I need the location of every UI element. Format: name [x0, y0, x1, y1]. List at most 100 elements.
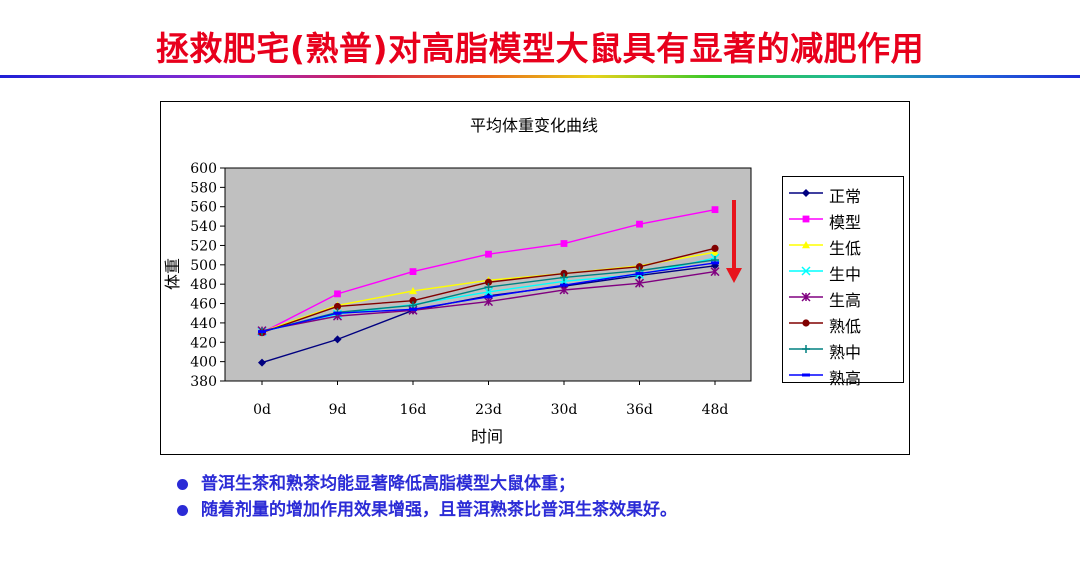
data-point [258, 330, 266, 334]
data-point [483, 287, 494, 297]
series-1 [258, 206, 719, 336]
chart-frame: 平均体重变化曲线 时间 体重 380 400 420 440 460 480 500 520 5… [160, 101, 910, 455]
data-point [559, 285, 569, 295]
bullet-list: 普洱生茶和熟茶均能显著降低高脂模型大鼠体重； 随着剂量的增加作用效果增强，且普洱… [175, 471, 677, 523]
legend-swatch-icon [789, 189, 823, 197]
legend-swatch-icon [789, 319, 823, 327]
y-tick-label: 460 [190, 297, 217, 313]
data-point [485, 250, 492, 258]
legend-label: 生高 [829, 291, 862, 310]
data-point [711, 244, 719, 252]
legend-label: 生低 [829, 239, 862, 258]
legend-swatch-icon [789, 266, 823, 276]
data-point [409, 286, 417, 295]
data-point [334, 290, 341, 298]
data-point [711, 261, 719, 265]
data-point [802, 215, 810, 223]
legend-label: 熟中 [829, 343, 862, 362]
x-tick-label: 48d [702, 402, 729, 418]
legend-item: 生低 [783, 232, 903, 258]
data-point [409, 297, 417, 305]
legend-swatch-icon [789, 241, 823, 249]
bullet-text: 随着剂量的增加作用效果增强，且普洱熟茶比普洱生茶效果好。 [201, 500, 677, 520]
legend-item: 熟中 [783, 336, 903, 362]
data-point [560, 273, 568, 282]
trend-arrow [726, 200, 742, 283]
series-7 [258, 261, 719, 334]
data-point [802, 189, 810, 197]
y-tick-label: 420 [190, 335, 217, 351]
data-point [801, 266, 811, 276]
bullet-dot-icon [177, 505, 188, 516]
data-point [560, 283, 568, 287]
legend-label: 生中 [829, 265, 862, 284]
data-point [333, 335, 342, 344]
y-tick-label: 600 [190, 161, 217, 177]
legend-item: 生高 [783, 284, 903, 310]
data-point [635, 272, 644, 276]
y-tick-label: 560 [190, 200, 217, 216]
legend-label: 熟高 [829, 369, 862, 388]
data-point [802, 319, 810, 327]
y-axis-label: 体重 [163, 258, 182, 290]
y-tick-label: 440 [190, 316, 217, 332]
data-point [333, 302, 342, 311]
series-layer [257, 206, 720, 367]
y-tick-label: 520 [190, 238, 217, 254]
y-tick-label: 380 [190, 374, 217, 390]
legend-item: 模型 [783, 206, 903, 232]
data-point [258, 358, 266, 367]
y-tick-label: 580 [190, 180, 217, 196]
x-tick-label: 23d [475, 402, 502, 418]
data-point [409, 307, 417, 311]
data-point [484, 283, 493, 292]
y-tick-label: 500 [190, 258, 217, 274]
plot-area [224, 167, 752, 382]
data-point [802, 373, 810, 377]
chart-title: 平均体重变化曲线 [470, 116, 598, 135]
data-point [484, 295, 493, 299]
legend-item: 熟低 [783, 310, 903, 336]
data-point [333, 311, 342, 315]
data-point [636, 220, 643, 228]
data-point [483, 297, 494, 307]
x-axis-ticks: 0d 9d 16d 23d 30d 36d 48d [253, 381, 728, 418]
legend-item: 正常 [783, 180, 903, 206]
y-tick-label: 400 [190, 355, 217, 371]
data-point [560, 240, 568, 247]
bullet-item: 普洱生茶和熟茶均能显著降低高脂模型大鼠体重； [175, 471, 677, 497]
line-chart: 平均体重变化曲线 时间 体重 380 400 420 440 460 480 500 520 5… [163, 116, 752, 446]
legend-label: 正常 [829, 187, 862, 206]
data-point [634, 278, 645, 288]
legend-swatch-icon [789, 345, 823, 353]
x-axis-label: 时间 [471, 427, 503, 446]
chart-legend: 正常模型生低生中生高熟低熟中熟高 [782, 176, 904, 388]
x-tick-label: 9d [329, 402, 347, 418]
x-tick-label: 0d [253, 402, 271, 418]
data-point [409, 268, 417, 275]
bullet-dot-icon [177, 479, 188, 490]
y-tick-label: 540 [190, 219, 217, 235]
legend-label: 模型 [829, 213, 862, 232]
data-point [711, 206, 719, 214]
data-point [802, 241, 810, 249]
slide-title: 拯救肥宅(熟普)对高脂模型大鼠具有显著的减肥作用 [155, 29, 925, 68]
x-tick-label: 30d [551, 402, 578, 418]
title-divider [0, 75, 1080, 78]
legend-swatch-icon [789, 215, 823, 223]
x-tick-label: 36d [626, 402, 653, 418]
legend-swatch-icon [789, 373, 823, 377]
data-point [802, 345, 810, 353]
legend-swatch-icon [789, 292, 823, 302]
legend-item: 熟高 [783, 362, 903, 388]
legend-label: 熟低 [829, 317, 862, 336]
data-point [710, 267, 720, 277]
legend-item: 生中 [783, 258, 903, 284]
x-tick-label: 16d [400, 402, 427, 418]
data-point [801, 292, 811, 302]
bullet-text: 普洱生茶和熟茶均能显著降低高脂模型大鼠体重； [201, 474, 575, 494]
y-axis-ticks: 380 400 420 440 460 480 500 520 540 560 580 600 [190, 161, 225, 390]
bullet-item: 随着剂量的增加作用效果增强，且普洱熟茶比普洱生茶效果好。 [175, 497, 677, 523]
y-tick-label: 480 [190, 277, 217, 293]
data-point [484, 278, 493, 286]
